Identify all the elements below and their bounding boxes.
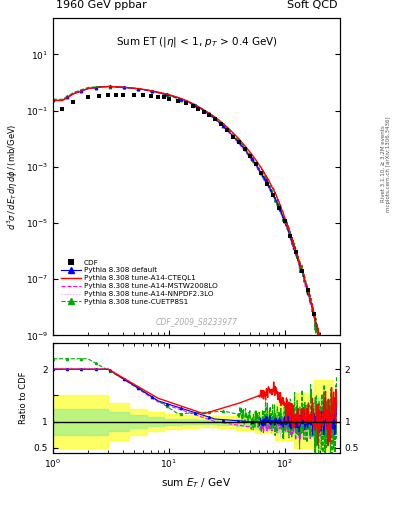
- Point: [224, 126, 231, 134]
- Legend: CDF, Pythia 8.308 default, Pythia 8.308 tune-A14-CTEQL1, Pythia 8.308 tune-A14-M: CDF, Pythia 8.308 default, Pythia 8.308 …: [59, 258, 219, 306]
- Point: [276, 204, 283, 212]
- Point: [293, 248, 299, 257]
- Point: [206, 111, 212, 119]
- Point: [160, 93, 167, 101]
- Text: mcplots.cern.ch [arXiv:1306.3436]: mcplots.cern.ch [arXiv:1306.3436]: [386, 116, 391, 211]
- Point: [140, 91, 146, 99]
- Point: [241, 145, 248, 154]
- Point: [96, 92, 102, 100]
- Point: [212, 115, 218, 123]
- Point: [148, 92, 154, 100]
- Point: [322, 354, 329, 362]
- Y-axis label: $d^3\sigma\,/\,dE_T\,d\eta\,d\phi\,/\,(\mathrm{mb/GeV})$: $d^3\sigma\,/\,dE_T\,d\eta\,d\phi\,/\,(\…: [6, 123, 20, 230]
- Point: [287, 232, 294, 240]
- Point: [105, 91, 112, 99]
- Point: [270, 191, 277, 199]
- Point: [59, 105, 65, 113]
- Point: [299, 267, 305, 275]
- Point: [264, 180, 271, 188]
- Text: Sum ET ($|\eta|$ < 1, $p_T$ > 0.4 GeV): Sum ET ($|\eta|$ < 1, $p_T$ > 0.4 GeV): [116, 35, 277, 49]
- Point: [316, 334, 323, 342]
- Point: [252, 160, 259, 168]
- Point: [195, 104, 202, 113]
- Text: Soft QCD: Soft QCD: [286, 0, 337, 10]
- Point: [119, 91, 126, 99]
- Text: 1960 GeV ppbar: 1960 GeV ppbar: [56, 0, 147, 10]
- Point: [70, 98, 77, 106]
- Y-axis label: Ratio to CDF: Ratio to CDF: [19, 372, 28, 424]
- Point: [217, 120, 224, 129]
- X-axis label: sum $E_T$ / GeV: sum $E_T$ / GeV: [162, 476, 231, 490]
- Point: [166, 94, 172, 102]
- Point: [247, 152, 253, 160]
- Point: [305, 286, 311, 294]
- Point: [183, 99, 189, 107]
- Point: [113, 91, 119, 99]
- Point: [281, 217, 288, 225]
- Point: [85, 93, 91, 101]
- Point: [235, 138, 242, 146]
- Point: [310, 309, 317, 317]
- Point: [131, 91, 137, 99]
- Point: [230, 133, 237, 141]
- Point: [189, 102, 196, 110]
- Point: [200, 108, 207, 116]
- Text: CDF_2009_S8233977: CDF_2009_S8233977: [156, 317, 237, 326]
- Text: Rivet 3.1.10, ≥ 3.2M events: Rivet 3.1.10, ≥ 3.2M events: [381, 125, 386, 202]
- Point: [154, 93, 161, 101]
- Point: [258, 169, 264, 178]
- Point: [175, 97, 181, 105]
